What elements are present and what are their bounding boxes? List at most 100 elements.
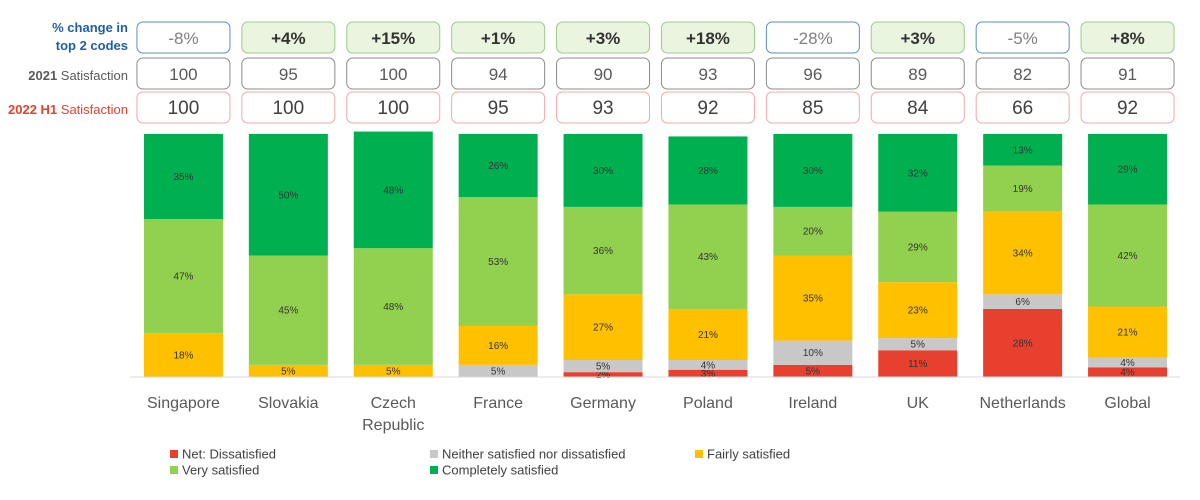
sat2022-box-value: 92: [697, 98, 718, 119]
sat2022-box: 92: [1080, 91, 1175, 124]
category-label-line: Republic: [362, 417, 424, 434]
bar-segment-very: [458, 197, 538, 326]
sat2022-box: 100: [136, 91, 231, 124]
change-box-frame: [1080, 21, 1175, 54]
legend-label: Very satisfied: [182, 463, 259, 478]
change-box: +3%: [556, 21, 651, 54]
legend-swatch: [430, 450, 438, 458]
sat2021-box-frame: [346, 57, 441, 90]
bar-segment-very: [773, 206, 853, 256]
bar-segment-completely: [668, 136, 748, 205]
legend-item: Neither satisfied nor dissatisfied: [430, 447, 626, 462]
category-label: Ireland: [788, 395, 837, 412]
row-labels: % change in top 2 codes 2021 Satisfactio…: [8, 20, 128, 117]
category-label: Global: [1104, 395, 1150, 412]
bar-segment-very: [143, 219, 223, 334]
category-labels: Singapore Slovakia Czech Republic France Germ…: [147, 395, 1151, 434]
bar-segment-completely: [1088, 134, 1168, 205]
category-label: Singapore: [147, 395, 220, 412]
data-label: 5%: [386, 366, 401, 377]
change-row-label-line1: % change in: [52, 20, 128, 35]
data-label: 29%: [908, 242, 928, 253]
category-label-line: Ireland: [788, 395, 837, 412]
sat2022-box-frame: [870, 91, 965, 124]
sat2021-box-frame: [451, 57, 546, 90]
bar-segment-neither: [983, 294, 1063, 309]
bar-segment-dissatisfied: [983, 308, 1063, 377]
bar-segment-very: [878, 211, 958, 283]
data-label: 10%: [803, 348, 823, 359]
data-label: 47%: [173, 272, 193, 283]
sat2022-box-value: 84: [907, 98, 929, 119]
sat2021-box-value: 96: [803, 65, 822, 84]
bar-segment-completely: [353, 131, 433, 249]
data-label: 50%: [278, 190, 298, 201]
legend-item: Completely satisfied: [430, 463, 558, 478]
legend-item: Net: Dissatisfied: [170, 447, 276, 462]
category-label: Netherlands: [980, 395, 1066, 412]
data-label: 5%: [911, 340, 926, 351]
data-label: 4%: [1120, 368, 1135, 379]
data-label: 4%: [701, 360, 716, 371]
data-label: 27%: [593, 323, 613, 334]
sat2022-box: 66: [975, 91, 1070, 124]
change-box-value: +3%: [901, 29, 936, 48]
bar-segment-very: [353, 248, 433, 365]
change-box: -5%: [975, 21, 1070, 54]
sat2022-box-frame: [451, 91, 546, 124]
bar-segment-fairly: [143, 333, 223, 377]
bar-segment-fairly: [353, 364, 433, 377]
bar-segment-completely: [878, 134, 958, 212]
sat2021-box: 96: [765, 57, 860, 90]
sat2021-box-frame: [765, 57, 860, 90]
data-label: 28%: [698, 166, 718, 177]
bar-stack: 3%4% 21% 43% 28%: [668, 136, 748, 380]
data-label: 53%: [488, 257, 508, 268]
sat2022-box-frame: [765, 91, 860, 124]
sat2021-box-value: 94: [489, 65, 508, 84]
sat2022-box-value: 93: [592, 98, 613, 119]
sat2022-row-label-text: Satisfaction: [57, 102, 128, 117]
change-box-frame: [660, 21, 755, 54]
legend-item: Very satisfied: [170, 463, 259, 478]
change-box: -28%: [765, 21, 860, 54]
data-label: 48%: [383, 185, 403, 196]
sat2021-box-frame: [870, 57, 965, 90]
sat2021-box-frame: [556, 57, 651, 90]
sat2022-box: 85: [765, 91, 860, 124]
data-label: 30%: [593, 166, 613, 177]
change-box: +4%: [241, 21, 336, 54]
sat2021-box: 100: [136, 57, 231, 90]
sat2022-box: 93: [556, 91, 651, 124]
category-label: Czech Republic: [362, 395, 424, 434]
bar-segment-completely: [563, 134, 643, 207]
bar-segment-fairly: [773, 255, 853, 341]
category-label-line: Singapore: [147, 395, 220, 412]
change-box: +1%: [451, 21, 546, 54]
sat2021-box-frame: [136, 57, 231, 90]
bar-segment-very: [983, 165, 1063, 212]
change-box-value: +15%: [371, 29, 415, 48]
data-label: 2%: [596, 370, 611, 381]
data-label: 30%: [803, 166, 823, 177]
category-label-line: Netherlands: [980, 395, 1066, 412]
category-label-line: UK: [907, 395, 930, 412]
legend-label: Fairly satisfied: [707, 447, 790, 462]
change-box-frame: [765, 21, 860, 54]
data-label: 21%: [1118, 328, 1138, 339]
change-box-frame: [346, 21, 441, 54]
sat2022-row-label: 2022 H1 Satisfaction: [8, 102, 128, 117]
bar-segment-completely: [983, 134, 1063, 166]
data-label: 5%: [596, 362, 611, 373]
data-label: 36%: [593, 246, 613, 257]
sat2022-box-frame: [241, 91, 336, 124]
sat2021-box: 95: [241, 57, 336, 90]
metric-boxes: -8% +4% +15% +1% +3% +18% -28% +3% -5% +8% 100 95 10…: [136, 21, 1175, 124]
change-box-frame: [870, 21, 965, 54]
change-box: +3%: [870, 21, 965, 54]
sat2022-box: 100: [346, 91, 441, 124]
legend-label: Net: Dissatisfied: [182, 447, 276, 462]
bar-stack: 11% 5% 23% 29% 32%: [878, 134, 958, 377]
sat2022-box-frame: [136, 91, 231, 124]
change-box-frame: [136, 21, 231, 54]
